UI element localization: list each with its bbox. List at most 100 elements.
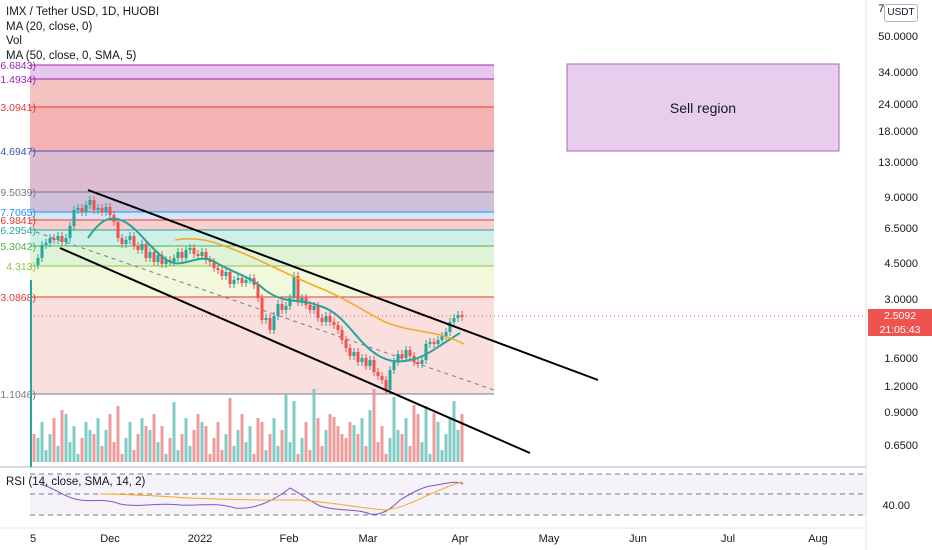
candle-body: [316, 306, 320, 318]
sell-region-box: [566, 63, 840, 152]
fib-band: [30, 220, 494, 230]
volume-bar: [276, 446, 280, 462]
candle-body: [360, 358, 364, 362]
candle-body: [188, 248, 192, 250]
candle-body: [180, 252, 184, 258]
volume-bar: [236, 430, 240, 462]
candle-body: [148, 252, 152, 258]
volume-bar: [224, 434, 228, 462]
volume-bar: [408, 446, 412, 462]
price-tick-label: 13.0000: [878, 157, 918, 169]
volume-bar: [148, 430, 152, 462]
volume-bar: [272, 418, 276, 462]
price-tick-label: 24.0000: [878, 99, 918, 111]
volume-bar: [404, 418, 408, 462]
volume-bar: [436, 422, 440, 462]
volume-bar: [296, 454, 300, 462]
candle-body: [436, 340, 440, 344]
volume-bar: [168, 438, 172, 462]
candle-body: [424, 344, 428, 360]
price-tick-label: 0.6500: [884, 440, 918, 452]
candle-body: [100, 208, 104, 212]
volume-bar: [380, 426, 384, 462]
ma50-line: [174, 237, 465, 345]
volume-bar: [268, 434, 272, 462]
volume-bar: [108, 414, 112, 462]
candle-body: [460, 315, 464, 317]
fib-level-label: 6.9841): [0, 215, 36, 227]
candle-body: [232, 280, 236, 284]
candle-body: [432, 342, 436, 344]
candle-body: [48, 238, 52, 243]
candle-body: [456, 315, 460, 318]
volume-bar: [452, 401, 456, 462]
volume-bar: [456, 430, 460, 462]
volume-bar: [164, 454, 168, 462]
volume-bar: [308, 450, 312, 462]
candle-body: [416, 362, 420, 364]
time-tick-label: 5: [30, 533, 36, 545]
candle-body: [392, 362, 396, 370]
fibonacci-retracement: 6.6843) 1.4934) 3.0941) 4.6947) 9.5039) 7.706…: [0, 60, 494, 401]
volume-bar: [460, 414, 464, 462]
candle-body: [288, 298, 292, 306]
candle-body: [132, 236, 136, 246]
candle-body: [380, 376, 384, 380]
candle-body: [396, 354, 400, 362]
candle-body: [120, 238, 124, 244]
candle-body: [92, 200, 96, 210]
volume-bar: [96, 418, 100, 462]
candle-body: [52, 238, 56, 240]
fib-level-label: 1.4934): [0, 74, 36, 86]
candle-body: [212, 262, 216, 268]
candle-body: [264, 318, 268, 320]
candle-body: [244, 280, 248, 283]
current-price: 2.5092: [883, 310, 917, 322]
candle-body: [72, 210, 76, 226]
candle-body: [144, 244, 148, 258]
candle-body: [240, 278, 244, 283]
volume-bar: [420, 442, 424, 462]
candle-body: [448, 322, 452, 332]
fib-band: [30, 65, 494, 79]
volume-bar: [244, 442, 248, 462]
time-tick-label: Jun: [629, 533, 647, 545]
trend-channel-lines: [59, 189, 599, 454]
price-tick-label: 34.0000: [878, 67, 918, 79]
volume-bar: [132, 450, 136, 462]
volume-bar: [200, 422, 204, 462]
moving-averages: [87, 217, 465, 363]
candle-body: [368, 360, 372, 366]
volume-bar: [76, 454, 80, 462]
volume-bar: [392, 397, 396, 462]
candle-body: [224, 272, 228, 276]
volume-bar: [40, 422, 44, 462]
candle-body: [296, 276, 300, 302]
fib-level-label: 5.3042): [0, 241, 36, 253]
price-tick-label: 4.5000: [884, 258, 918, 270]
fib-band: [30, 212, 494, 220]
volume-bar: [328, 414, 332, 462]
candlesticks: [30, 196, 464, 467]
time-tick-label: Feb: [280, 533, 299, 545]
volume-bar: [320, 446, 324, 462]
volume-bar: [344, 438, 348, 462]
volume-bar: [288, 442, 292, 462]
candle-body: [204, 252, 208, 260]
currency-button[interactable]: USDT: [884, 4, 918, 22]
rsi-ma-line: [99, 481, 464, 511]
chart-legend: IMX / Tether USD, 1D, HUOBI MA (20, clos…: [6, 5, 159, 63]
volume-bar: [424, 406, 428, 462]
volume-bar: [364, 446, 368, 462]
volume-bar: [152, 414, 156, 462]
candle-body: [372, 360, 376, 372]
fib-level-label: 3.0941): [0, 102, 36, 114]
candle-body: [352, 352, 356, 356]
candle-body: [404, 350, 408, 358]
fib-level-label: 7.7065): [0, 207, 36, 219]
volume-bar: [80, 438, 84, 462]
candle-body: [268, 318, 272, 330]
volume-bar: [32, 434, 36, 462]
ma50-legend: MA (50, close, 0, SMA, 5): [6, 49, 137, 62]
